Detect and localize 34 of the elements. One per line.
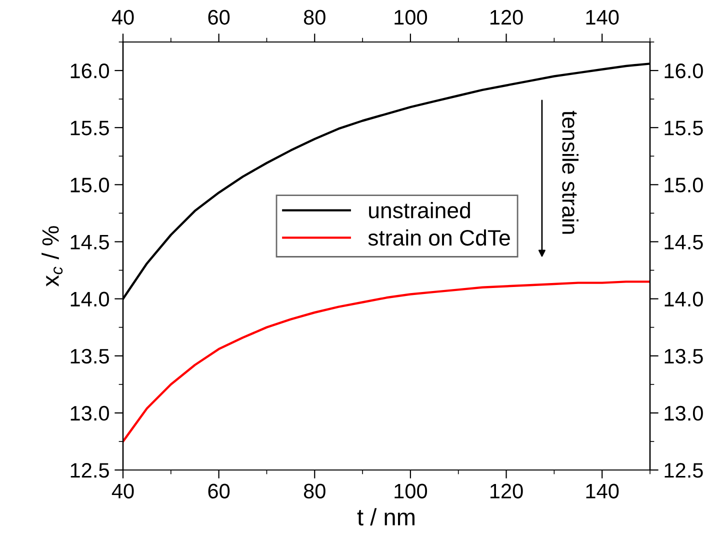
y2-tick-label: 15.5 xyxy=(664,120,703,136)
x-tick-label: 140 xyxy=(586,484,619,498)
x-axis-title: t / nm xyxy=(357,508,414,526)
x-tick-label: 100 xyxy=(394,484,428,498)
line-series xyxy=(123,280,650,443)
y-tick-label: 13.0 xyxy=(70,406,109,421)
y-tick-label: 14.5 xyxy=(70,234,109,250)
y-tick-label: 13.5 xyxy=(70,348,109,364)
y-tick-label: 15.0 xyxy=(70,178,109,192)
y2-tick-label: 14.0 xyxy=(664,292,703,307)
x2-tick-label: 120 xyxy=(490,10,523,25)
y2-tick-label: 15.0 xyxy=(664,178,703,192)
x2-tick-label: 40 xyxy=(112,10,134,25)
y-tick-label: 14.0 xyxy=(70,292,109,307)
y2-tick-label: 14.5 xyxy=(664,234,703,250)
x-tick-label: 80 xyxy=(304,484,326,498)
legend-label: unstrained xyxy=(369,202,470,218)
y-axis-title: x$_{c}$ / % xyxy=(42,226,63,287)
y2-tick-label: 16.0 xyxy=(664,64,703,78)
y2-tick-label: 13.5 xyxy=(664,348,703,364)
x2-tick-label: 80 xyxy=(304,10,326,25)
y-tick-label: 15.5 xyxy=(70,120,109,136)
x2-tick-label: 140 xyxy=(586,10,619,25)
y2-tick-label: 12.5 xyxy=(664,463,703,478)
y-tick-label: 12.5 xyxy=(70,463,109,478)
x-tick-label: 60 xyxy=(208,484,230,498)
annotation: tensile strain xyxy=(562,110,578,234)
x2-tick-label: 60 xyxy=(208,10,230,25)
legend-label: strain on CdTe xyxy=(368,229,510,246)
x-tick-label: 40 xyxy=(112,484,134,498)
x2-tick-label: 100 xyxy=(394,10,428,25)
x-tick-label: 120 xyxy=(490,484,523,498)
y2-tick-label: 13.0 xyxy=(664,406,703,421)
y-tick-label: 16.0 xyxy=(70,64,109,78)
